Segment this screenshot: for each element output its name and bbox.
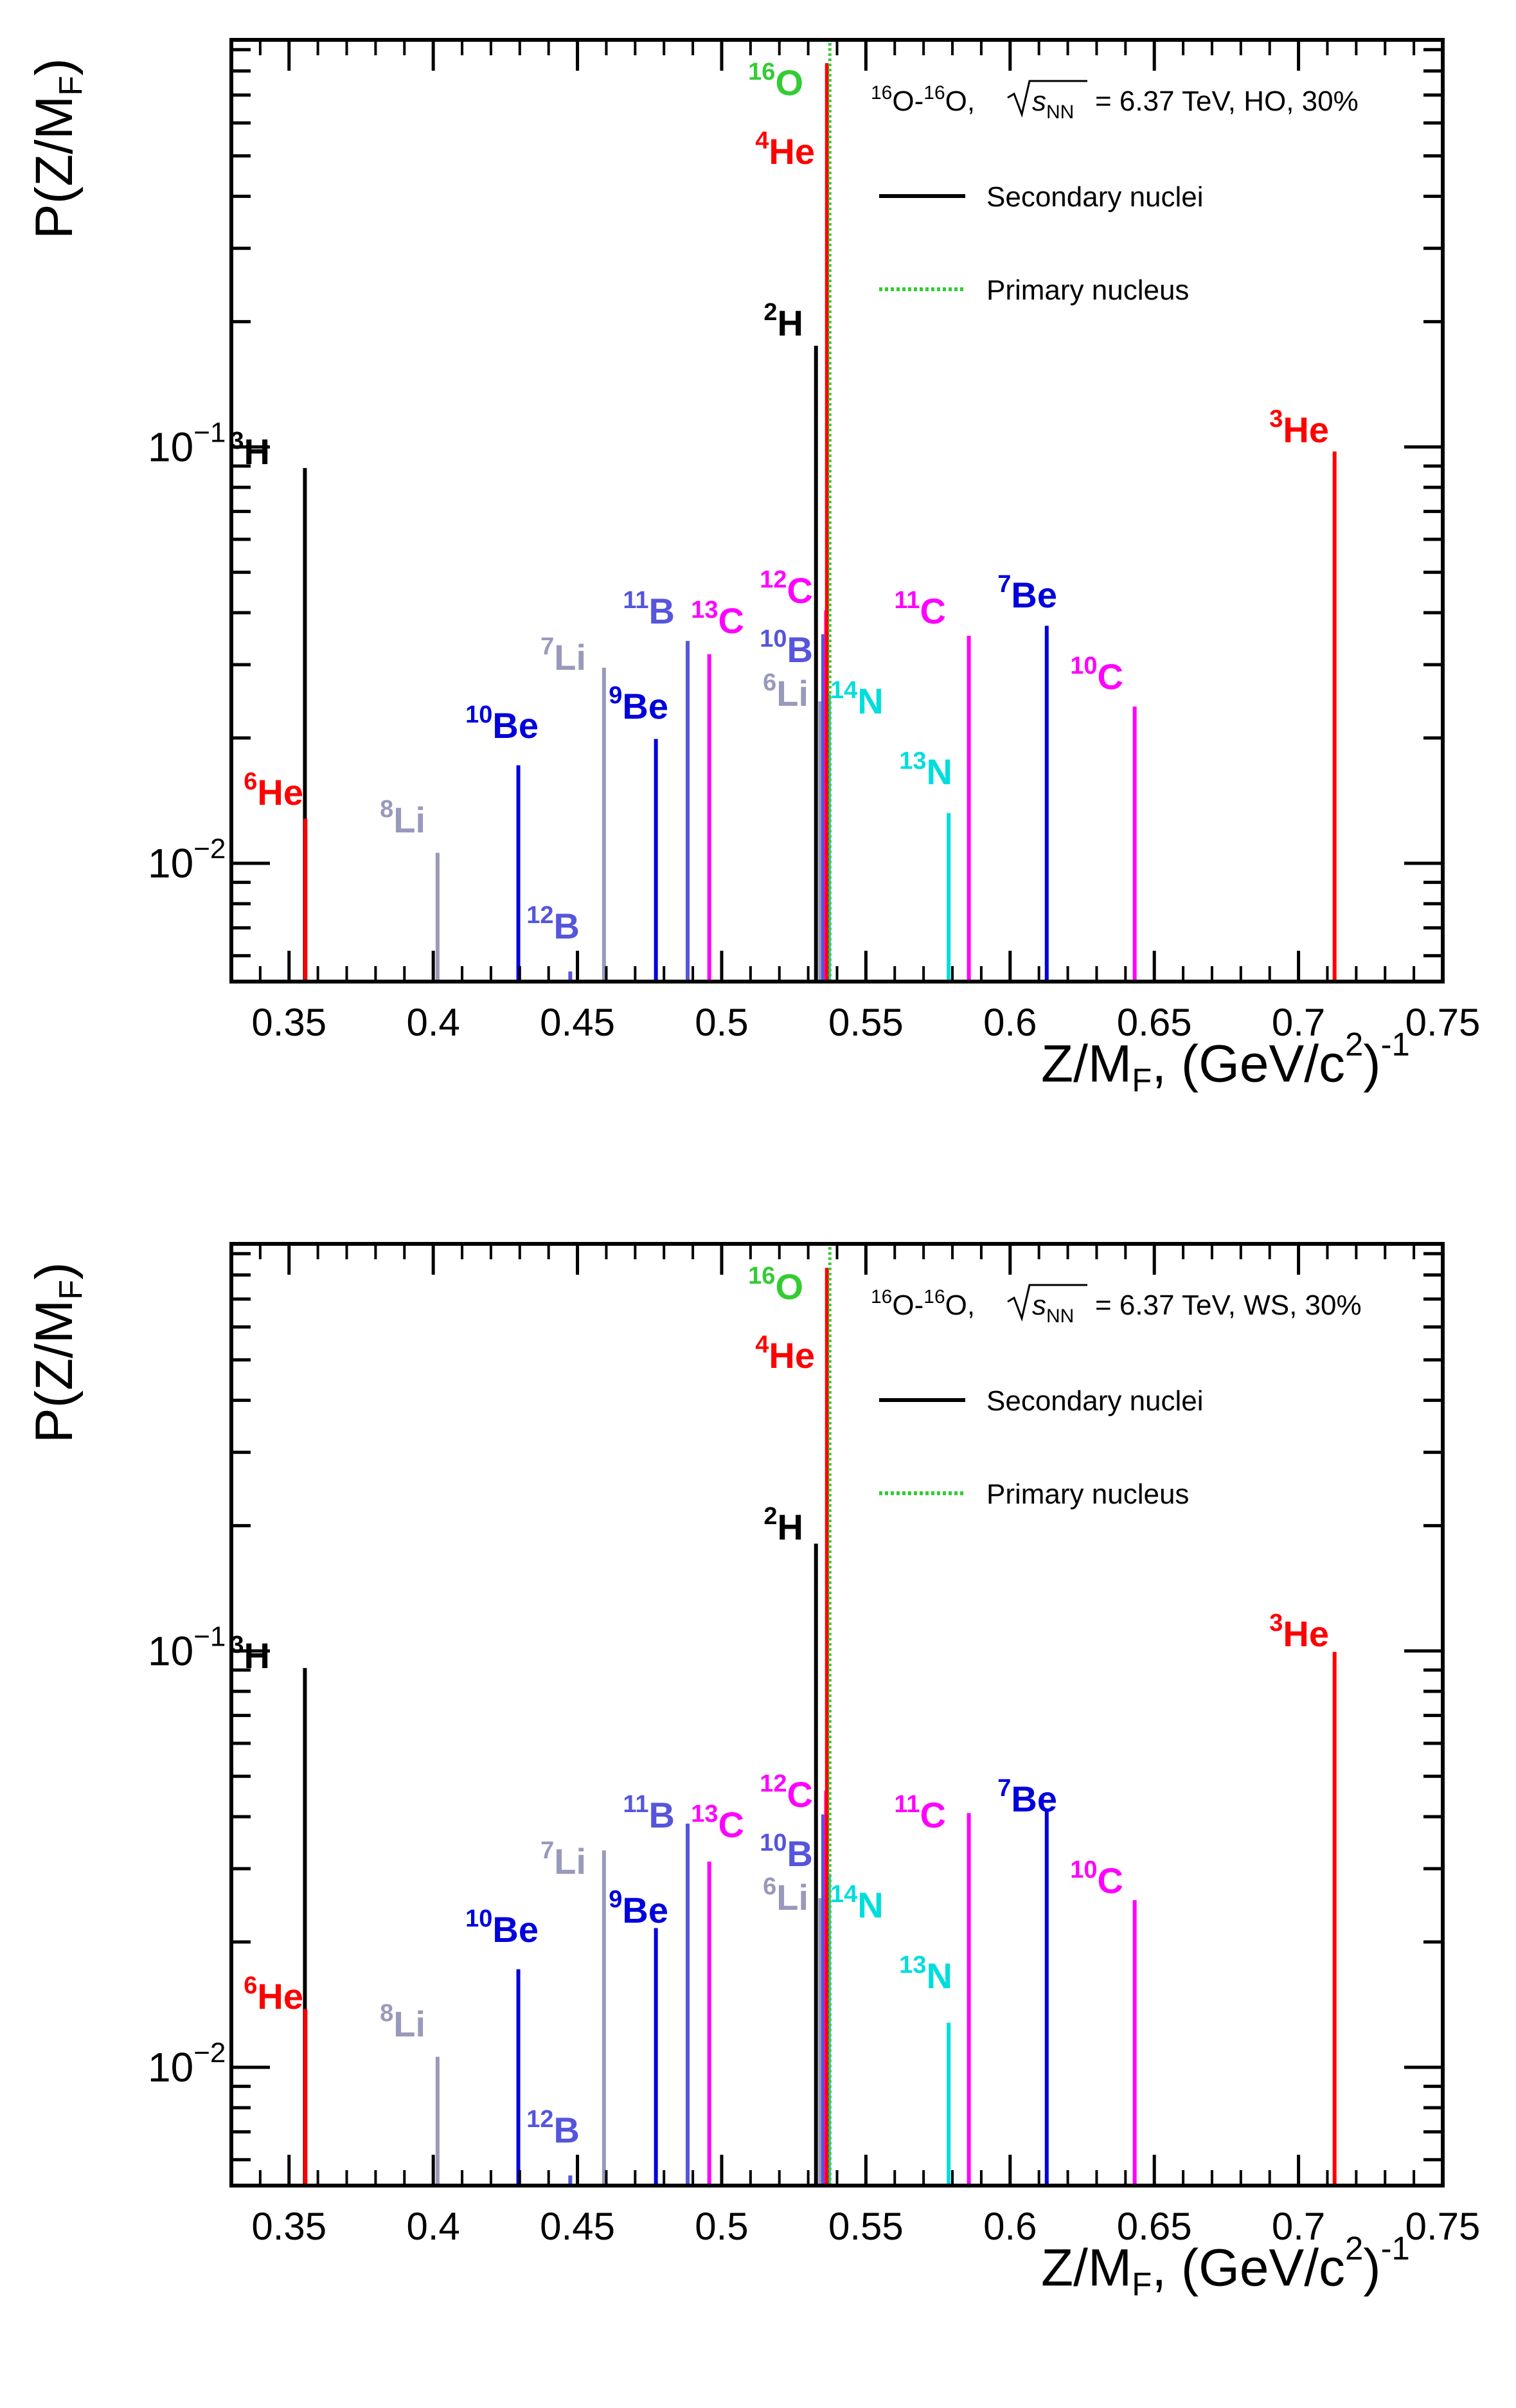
legend-header: 16O-16O, — [871, 1286, 975, 1321]
isotope-label-B10: 10B — [760, 625, 813, 670]
isotope-label-C11: 11C — [894, 1791, 946, 1835]
isotope-label-H3: 3H — [230, 427, 270, 472]
x-tick-label: 0.65 — [1117, 1001, 1192, 1044]
y-axis-title: P(Z/MF) — [25, 58, 89, 239]
isotope-label-He6: 6He — [244, 1972, 303, 2017]
x-tick-label: 0.6 — [983, 2205, 1037, 2248]
isotope-label-Li8: 8Li — [380, 2000, 425, 2044]
isotope-label-H3: 3H — [230, 1631, 270, 1676]
x-tick-label: 0.35 — [251, 2205, 326, 2248]
isotope-label-C12: 12C — [760, 566, 813, 611]
isotope-label-Li6: 6Li — [763, 1873, 808, 1918]
isotope-label-C10: 10C — [1070, 1856, 1123, 1901]
isotope-label-He3: 3He — [1269, 1610, 1329, 1654]
legend-label: Primary nucleus — [986, 1478, 1189, 1510]
isotope-label-H2: 2H — [763, 299, 803, 343]
x-tick-label: 0.6 — [983, 1001, 1037, 1044]
x-tick-label: 0.45 — [540, 1001, 615, 1044]
legend-label: Primary nucleus — [986, 274, 1189, 306]
isotope-label-Be9: 9Be — [609, 682, 668, 726]
legend-label: Secondary nuclei — [986, 1385, 1204, 1417]
isotope-label-He4: 4He — [755, 1331, 815, 1376]
x-tick-label: 0.45 — [540, 2205, 615, 2248]
isotope-label-N13: 13N — [899, 1952, 952, 1996]
isotope-label-Li6: 6Li — [763, 669, 808, 714]
chart-svg-top: 0.35 0.4 0.45 0.5 0.55 0.6 0.65 0.7 0.75 10−2 10−1… — [148, 38, 1481, 1044]
plot-frame — [229, 38, 1445, 984]
isotope-label-He4: 4He — [755, 127, 815, 172]
x-tick-label: 0.55 — [828, 2205, 904, 2248]
x-tick-label: 0.7 — [1272, 1001, 1325, 1044]
chart-svg-bottom: 0.35 0.4 0.45 0.5 0.55 0.6 0.65 0.7 0.75 10−2 10−1… — [148, 1242, 1481, 2248]
isotope-label-C13: 13C — [691, 597, 744, 641]
x-tick-label: 0.4 — [406, 2205, 459, 2248]
x-axis-title: Z/MF, (GeV/c2)-1 — [1041, 1026, 1410, 1099]
chart-panel-top: 0.35 0.4 0.45 0.5 0.55 0.6 0.65 0.7 0.75 10−2 10−1… — [25, 38, 1481, 1099]
y-tick-label: 10−1 — [148, 1621, 226, 1674]
isotope-label-B12: 12B — [526, 2106, 580, 2150]
isotope-label-H2: 2H — [763, 1503, 803, 1547]
isotope-label-Li8: 8Li — [380, 796, 425, 840]
plot-frame — [229, 1242, 1445, 2188]
sqrt-s-label: sNN — [1032, 1289, 1074, 1327]
sqrt-sign — [1007, 80, 1087, 118]
y-tick-label: 10−1 — [148, 417, 226, 470]
y-tick-label: 10−2 — [148, 2037, 226, 2090]
isotope-label-Li7: 7Li — [540, 1837, 586, 1882]
legend-label: Secondary nuclei — [986, 181, 1204, 213]
x-tick-label: 0.65 — [1117, 2205, 1192, 2248]
isotope-label-C10: 10C — [1070, 652, 1123, 697]
isotope-label-C11: 11C — [894, 587, 946, 631]
isotope-label-O16: 16O — [748, 58, 803, 103]
x-tick-label: 0.35 — [251, 1001, 326, 1044]
x-tick-label: 0.55 — [828, 1001, 904, 1044]
isotope-label-Li7: 7Li — [540, 633, 586, 678]
isotope-label-C13: 13C — [691, 1801, 744, 1845]
isotope-label-N14: 14N — [830, 677, 884, 721]
sqrt-sign — [1007, 1284, 1087, 1322]
isotope-label-He3: 3He — [1269, 406, 1329, 450]
legend-energy: = 6.37 TeV, WS, 30% — [1095, 1289, 1362, 1321]
isotope-label-B12: 12B — [526, 902, 580, 946]
isotope-label-N14: 14N — [830, 1881, 884, 1925]
x-tick-label: 0.4 — [406, 1001, 459, 1044]
x-tick-label: 0.5 — [695, 1001, 748, 1044]
isotope-label-N13: 13N — [899, 748, 952, 792]
y-axis-title: P(Z/MF) — [25, 1262, 89, 1443]
isotope-label-Be9: 9Be — [609, 1886, 668, 1930]
x-tick-label: 0.75 — [1405, 2205, 1481, 2248]
isotope-label-Be10: 10Be — [465, 701, 539, 746]
x-tick-label: 0.75 — [1405, 1001, 1481, 1044]
isotope-label-Be10: 10Be — [465, 1905, 539, 1950]
sqrt-s-label: sNN — [1032, 85, 1074, 123]
isotope-label-B10: 10B — [760, 1829, 813, 1874]
isotope-label-B11: 11B — [623, 1791, 675, 1835]
isotope-label-C12: 12C — [760, 1770, 813, 1815]
x-tick-label: 0.7 — [1272, 2205, 1325, 2248]
isotope-label-He6: 6He — [244, 768, 303, 813]
x-axis-title: Z/MF, (GeV/c2)-1 — [1041, 2230, 1410, 2303]
x-tick-label: 0.5 — [695, 2205, 748, 2248]
isotope-label-O16: 16O — [748, 1262, 803, 1307]
legend-header: 16O-16O, — [871, 82, 975, 117]
chart-panel-bottom: 0.35 0.4 0.45 0.5 0.55 0.6 0.65 0.7 0.75 10−2 10−1… — [0, 1204, 1516, 2408]
y-tick-label: 10−2 — [148, 833, 226, 886]
isotope-label-B11: 11B — [623, 587, 675, 631]
isotope-label-Be7: 7Be — [997, 571, 1057, 615]
legend-energy: = 6.37 TeV, HO, 30% — [1095, 85, 1359, 117]
isotope-label-Be7: 7Be — [997, 1775, 1057, 1819]
